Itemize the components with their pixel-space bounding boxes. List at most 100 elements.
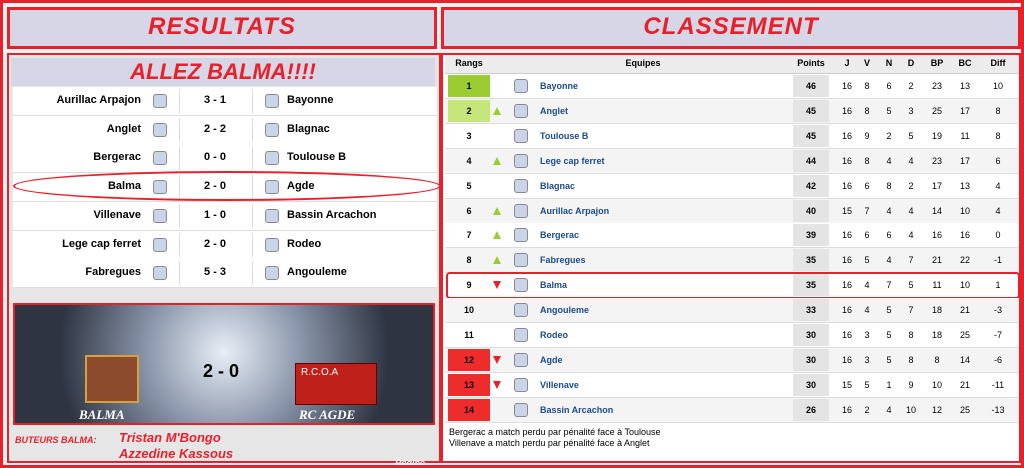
stat-j: 15 <box>841 379 852 390</box>
stat-v: 3 <box>864 330 870 340</box>
team: Villenave <box>540 379 579 390</box>
team: Toulouse B <box>540 130 589 141</box>
team-logo <box>514 103 528 118</box>
points-cell <box>793 324 829 346</box>
stat-n: 5 <box>886 105 892 116</box>
column-header: D <box>907 58 915 68</box>
score: 1 - 0 <box>203 208 226 221</box>
stat-points: 44 <box>805 155 816 166</box>
points-cell <box>793 174 829 197</box>
home-team: Villenave <box>93 208 142 221</box>
away-team: Bassin Arcachon <box>287 208 377 221</box>
stat-points: 40 <box>805 205 816 216</box>
stat-diff: -7 <box>993 330 1002 340</box>
stat-bp: 11 <box>932 280 942 291</box>
match-row <box>13 87 437 116</box>
stat-bc: 17 <box>959 105 970 116</box>
stat-bp: 17 <box>931 180 942 191</box>
away-team: Bayonne <box>287 94 334 106</box>
trend-arrow <box>493 281 501 290</box>
away-team: Rodeo <box>287 237 322 250</box>
trend-arrow <box>493 355 501 364</box>
stat-diff: 8 <box>995 130 1001 141</box>
stat-j: 16 <box>841 130 852 141</box>
stat-n: 5 <box>886 330 892 340</box>
stat-d: 5 <box>908 280 914 291</box>
stat-d: 2 <box>908 180 914 191</box>
column-header: BC <box>958 58 972 68</box>
team: Lege cap ferret <box>540 155 605 166</box>
column-header: Diff <box>990 58 1006 68</box>
stat-diff: 4 <box>995 205 1001 216</box>
column-header: N <box>885 58 893 68</box>
team: Fabregues <box>540 255 586 266</box>
stat-diff: 6 <box>995 155 1001 166</box>
points-cell <box>793 373 829 396</box>
scorer: Tristan M'Bongo <box>119 430 221 445</box>
rank: 12 <box>463 354 474 365</box>
standing-row <box>445 347 1019 373</box>
stat-bc: 22 <box>959 255 970 266</box>
stat-points: 45 <box>805 105 816 116</box>
stat-d: 8 <box>908 354 914 365</box>
home-logo <box>153 208 167 223</box>
away-team: Toulouse B <box>287 151 347 164</box>
stat-d: 3 <box>908 105 914 116</box>
divider <box>179 232 253 257</box>
stat-v: 7 <box>864 205 870 216</box>
stat-j: 15 <box>841 205 852 216</box>
column-header: Rangs <box>455 58 483 68</box>
stat-n: 1 <box>886 379 892 390</box>
stat-j: 16 <box>841 230 852 241</box>
poster-away-badge <box>295 363 377 405</box>
stat-bp: 21 <box>931 255 942 266</box>
home-team: Lege cap ferret <box>62 237 141 250</box>
home-logo <box>153 237 167 252</box>
standing-row <box>445 123 1019 149</box>
standing-row <box>445 98 1019 124</box>
stat-v: 5 <box>864 379 870 390</box>
standing-row <box>445 223 1019 249</box>
stat-bp: 18 <box>931 330 942 340</box>
banner: ALLEZ BALMA!!!! <box>11 58 435 86</box>
team: Balma <box>540 280 568 291</box>
stat-j: 16 <box>841 305 852 316</box>
trend-arrow <box>493 380 501 389</box>
divider <box>179 261 253 286</box>
team-logo <box>514 303 528 318</box>
stat-bp: 25 <box>931 105 942 116</box>
team-logo <box>514 253 528 268</box>
stat-d: 2 <box>908 81 914 91</box>
standing-row <box>445 198 1019 224</box>
standing-row <box>445 148 1019 174</box>
home-logo <box>153 122 167 137</box>
stat-bc: 10 <box>959 280 970 291</box>
column-header: Points <box>797 58 825 68</box>
stat-bc: 25 <box>959 330 970 340</box>
score: 0 - 0 <box>203 151 226 164</box>
points-cell <box>793 99 829 122</box>
stat-d: 4 <box>908 205 914 216</box>
team: Angouleme <box>540 305 590 316</box>
stat-d: 4 <box>908 155 914 166</box>
rank: 11 <box>464 330 474 340</box>
points-cell <box>793 348 829 371</box>
stat-bp: 23 <box>931 81 942 91</box>
team: Blagnac <box>540 180 576 191</box>
stat-j: 16 <box>841 404 852 415</box>
stat-points: 39 <box>805 230 816 241</box>
team: Anglet <box>540 105 568 116</box>
stat-v: 9 <box>864 130 870 141</box>
match-row <box>13 259 437 289</box>
stat-bc: 14 <box>959 354 970 365</box>
rank: 9 <box>466 280 472 291</box>
divider <box>179 203 253 228</box>
highlight-box <box>446 272 1020 300</box>
note: Villenave a match perdu par pénalité fac… <box>449 438 650 448</box>
stat-bc: 13 <box>959 180 970 191</box>
stat-bc: 10 <box>959 205 970 216</box>
standing-row <box>445 74 1019 99</box>
points-cell <box>793 398 829 421</box>
stat-bc: 13 <box>959 81 970 91</box>
